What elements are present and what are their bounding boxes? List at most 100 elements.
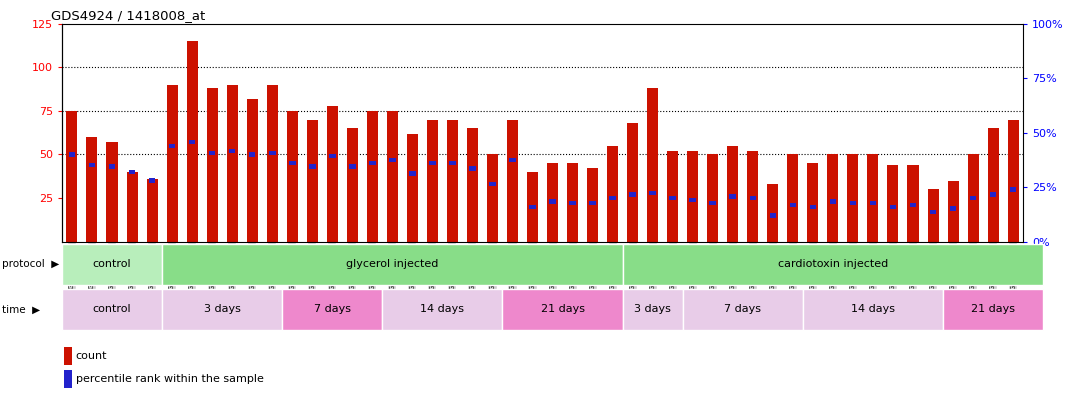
Bar — [810, 205, 816, 209]
Bar — [770, 213, 776, 218]
Bar — [549, 199, 555, 204]
Bar — [126, 172, 138, 242]
Bar — [247, 99, 257, 242]
Bar — [267, 84, 278, 242]
Bar — [129, 170, 136, 174]
Bar — [968, 154, 978, 242]
Text: 14 days: 14 days — [421, 305, 465, 314]
Bar — [469, 166, 475, 171]
Bar — [148, 178, 155, 183]
Bar — [64, 347, 72, 365]
Text: percentile rank within the sample: percentile rank within the sample — [76, 374, 264, 384]
Bar — [1010, 187, 1017, 191]
Bar — [690, 198, 696, 202]
Bar — [162, 289, 282, 330]
Bar — [888, 165, 898, 242]
Text: control: control — [93, 259, 131, 269]
Bar — [509, 158, 516, 162]
Text: count: count — [76, 351, 107, 361]
Bar — [990, 193, 996, 197]
Bar — [382, 289, 502, 330]
Bar — [329, 154, 335, 158]
Bar — [647, 88, 658, 242]
Bar — [807, 163, 818, 242]
Bar — [707, 154, 719, 242]
Bar — [623, 244, 1043, 285]
Bar — [189, 140, 195, 144]
Bar — [729, 194, 736, 198]
Bar — [890, 205, 896, 209]
Bar — [927, 189, 939, 242]
Bar — [146, 179, 158, 242]
Bar — [407, 134, 418, 242]
Bar — [930, 210, 937, 214]
Bar — [502, 289, 623, 330]
Bar — [789, 203, 796, 207]
Bar — [767, 184, 779, 242]
Bar — [89, 163, 95, 167]
Bar — [530, 205, 536, 209]
Bar — [867, 154, 879, 242]
Bar — [109, 165, 115, 169]
Bar — [62, 289, 162, 330]
Bar — [282, 289, 382, 330]
Text: control: control — [93, 305, 131, 314]
Bar — [970, 196, 976, 200]
Bar — [623, 289, 682, 330]
Text: 14 days: 14 days — [851, 305, 895, 314]
Bar — [167, 84, 177, 242]
Bar — [547, 163, 559, 242]
Bar — [1007, 119, 1019, 242]
Bar — [389, 158, 395, 162]
Bar — [206, 88, 218, 242]
Bar — [869, 201, 876, 206]
Bar — [366, 111, 378, 242]
Bar — [487, 154, 498, 242]
Bar — [107, 142, 117, 242]
Bar — [507, 119, 518, 242]
Text: glycerol injected: glycerol injected — [346, 259, 439, 269]
Bar — [87, 137, 97, 242]
Bar — [750, 196, 756, 200]
Bar — [687, 151, 698, 242]
Bar — [910, 203, 916, 207]
Bar — [949, 206, 956, 211]
Bar — [828, 154, 838, 242]
Text: GDS4924 / 1418008_at: GDS4924 / 1418008_at — [51, 9, 205, 22]
Bar — [309, 165, 315, 169]
Bar — [607, 146, 618, 242]
Bar — [569, 201, 576, 206]
Bar — [327, 106, 337, 242]
Bar — [286, 111, 298, 242]
Bar — [803, 289, 943, 330]
Text: cardiotoxin injected: cardiotoxin injected — [778, 259, 888, 269]
Bar — [169, 143, 175, 148]
Bar — [627, 123, 639, 242]
Bar — [307, 119, 318, 242]
Bar — [64, 370, 72, 388]
Bar — [587, 169, 598, 242]
Bar — [226, 84, 238, 242]
Bar — [349, 165, 356, 169]
Text: protocol  ▶: protocol ▶ — [2, 259, 60, 269]
Bar — [427, 119, 438, 242]
Bar — [489, 182, 496, 186]
Bar — [289, 161, 296, 165]
Text: 3 days: 3 days — [204, 305, 240, 314]
Bar — [229, 149, 235, 153]
Bar — [409, 171, 415, 176]
Bar — [850, 201, 857, 206]
Bar — [527, 172, 538, 242]
Bar — [988, 128, 999, 242]
Bar — [62, 244, 162, 285]
Text: 7 days: 7 days — [724, 305, 761, 314]
Bar — [567, 163, 578, 242]
Bar — [787, 154, 799, 242]
Bar — [467, 128, 478, 242]
Bar — [446, 119, 458, 242]
Bar — [847, 154, 859, 242]
Bar — [162, 244, 623, 285]
Bar — [670, 196, 676, 200]
Bar — [370, 161, 376, 165]
Bar — [830, 199, 836, 204]
